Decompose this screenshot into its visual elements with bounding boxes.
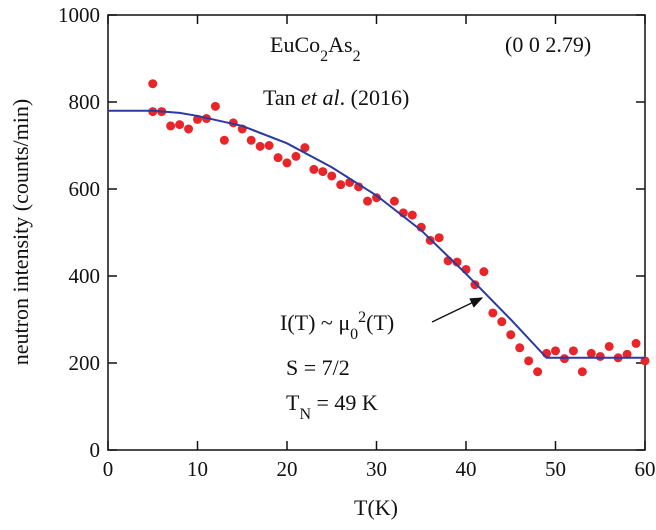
x-tick-label: 20 — [277, 457, 298, 481]
data-point — [551, 346, 560, 356]
annotation: EuCo2As2 — [270, 32, 361, 65]
plot-frame — [107, 14, 646, 451]
annotation-part: (0 0 2.79) — [505, 32, 591, 57]
fit-line — [108, 109, 645, 359]
annotation: TN = 49 K — [286, 390, 378, 423]
data-point — [515, 343, 525, 353]
annotation-part: EuCo — [270, 32, 320, 57]
x-tick-label: 50 — [545, 457, 566, 481]
data-point — [631, 338, 641, 348]
y-tick-label: 400 — [69, 264, 101, 288]
annotation: I(T) ~ μ02(T) — [280, 309, 394, 343]
data-point — [470, 280, 480, 290]
data-point — [506, 330, 516, 340]
data-point — [184, 124, 194, 134]
annotation-part: (T) — [366, 310, 394, 335]
annotation-part: 0 — [350, 326, 358, 343]
data-point — [577, 367, 587, 377]
data-point — [363, 196, 373, 206]
data-point — [389, 196, 399, 206]
x-tick-label: 60 — [635, 457, 656, 481]
data-point — [479, 267, 489, 277]
data-point — [264, 141, 274, 150]
data-point — [291, 151, 301, 161]
data-point — [372, 193, 381, 203]
annotation-part: et al — [301, 85, 340, 110]
data-point — [273, 153, 283, 163]
y-tick-label: 800 — [69, 90, 101, 114]
x-tick-label: 40 — [456, 457, 477, 481]
data-point — [604, 341, 614, 351]
annotation-part: = 49 K — [311, 390, 378, 415]
y-tick-label: 200 — [69, 351, 101, 375]
annotation-part: 2 — [358, 309, 366, 326]
data-point — [148, 79, 158, 89]
annotation-part: . (2016) — [340, 85, 410, 110]
data-point — [210, 101, 220, 111]
arrow — [431, 297, 484, 323]
annotation-part: 2 — [320, 48, 328, 65]
data-point — [586, 348, 596, 358]
annotation-part: 2 — [353, 48, 361, 65]
data-point — [282, 158, 292, 168]
annotation-part: T — [286, 390, 300, 415]
data-point — [336, 180, 346, 190]
data-point — [166, 121, 176, 131]
data-point — [568, 346, 578, 356]
x-axis-label: T(K) — [354, 495, 398, 520]
data-point — [309, 164, 319, 174]
data-point — [327, 171, 337, 181]
data-point — [300, 143, 310, 153]
x-tick-label: 10 — [187, 457, 208, 481]
y-tick-label: 600 — [69, 177, 101, 201]
data-point — [318, 167, 328, 177]
annotation: S = 7/2 — [286, 355, 350, 380]
y-tick-label: 1000 — [58, 3, 100, 27]
data-point — [488, 308, 498, 318]
data-point — [533, 367, 543, 377]
annotation: Tan et al. (2016) — [263, 85, 409, 110]
annotation: (0 0 2.79) — [505, 32, 591, 57]
data-point — [175, 120, 185, 130]
x-tick-label: 30 — [366, 457, 387, 481]
y-tick-label: 0 — [90, 438, 101, 462]
data-point — [246, 135, 256, 145]
annotation-part: S = 7/2 — [286, 355, 350, 380]
data-point — [595, 351, 605, 361]
data-point — [434, 233, 444, 243]
data-point — [497, 317, 507, 327]
annotation-part: N — [299, 406, 311, 423]
data-point — [407, 210, 417, 220]
annotation-part: As — [328, 32, 352, 57]
x-tick-label: 0 — [103, 457, 114, 481]
y-axis-label: neutron intensity (counts/min) — [8, 99, 33, 365]
annotation-part: I(T) ~ μ — [280, 310, 350, 335]
data-point — [255, 141, 265, 151]
data-point — [219, 135, 229, 145]
data-point — [622, 349, 632, 359]
data-point — [524, 356, 534, 366]
annotation-part: Tan — [263, 85, 301, 110]
